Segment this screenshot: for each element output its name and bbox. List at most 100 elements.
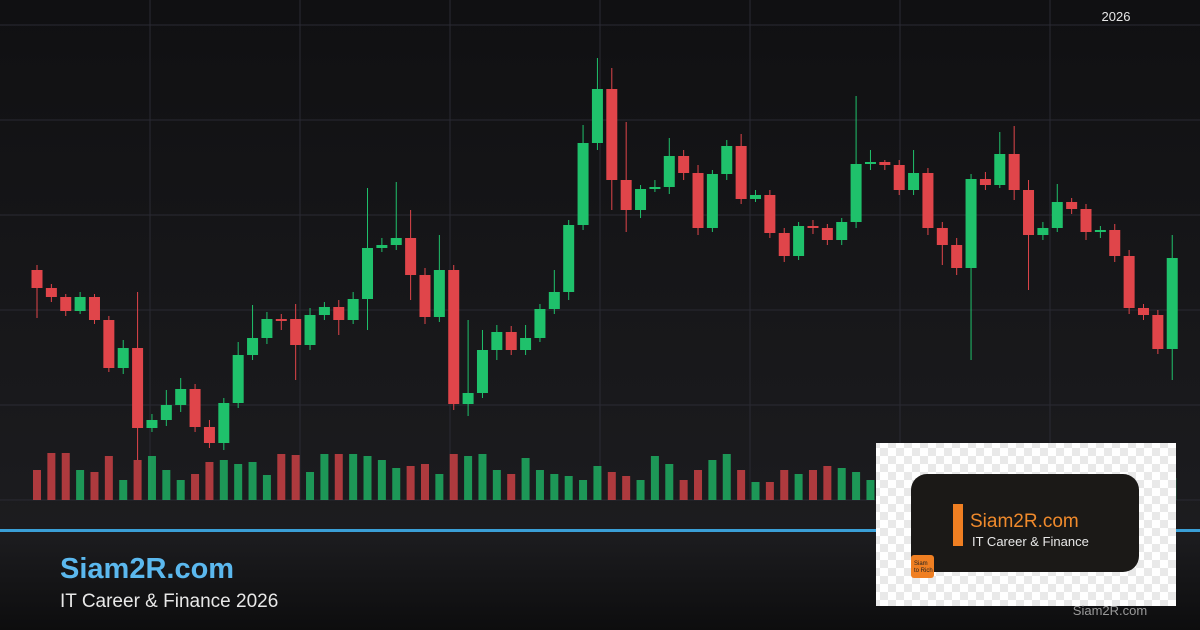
divider	[0, 529, 1200, 532]
candle-body	[1080, 209, 1092, 232]
volume-bar	[607, 472, 616, 500]
volume-bar	[708, 460, 717, 500]
badge-text: Siam	[914, 561, 928, 567]
candle-body	[1051, 202, 1063, 228]
period-label: 2026	[1102, 9, 1131, 24]
candle-body	[333, 307, 345, 320]
candle-body	[60, 297, 72, 311]
volume-bar	[852, 472, 861, 500]
candle-body	[635, 189, 647, 210]
candle-body	[520, 338, 532, 350]
volume-bar	[665, 464, 674, 500]
volume-bar	[636, 480, 645, 500]
candle-body	[1109, 230, 1121, 256]
volume-bar	[104, 456, 113, 500]
volume-bar	[61, 453, 70, 500]
candle-body	[965, 179, 977, 268]
candle-body	[31, 270, 43, 288]
candle-body	[836, 222, 848, 240]
candle-body	[778, 233, 790, 256]
volume-bar	[694, 470, 703, 500]
logo-title: Siam2R.com	[970, 511, 1079, 532]
candle-body	[419, 275, 431, 317]
candle-body	[376, 245, 388, 248]
volume-bar	[320, 454, 329, 500]
volume-bar	[478, 454, 487, 500]
volume-bar	[334, 454, 343, 500]
volume-bar	[564, 476, 573, 500]
candle-body	[88, 297, 100, 320]
candle-body	[45, 288, 57, 297]
candle-body	[74, 297, 86, 311]
candle-body	[893, 165, 905, 190]
volume-bar	[119, 480, 128, 500]
candle-body	[433, 270, 445, 317]
volume-bar	[33, 470, 41, 500]
candle-body	[1123, 256, 1135, 308]
candle-body	[491, 332, 503, 350]
candle-body	[750, 195, 761, 199]
candle-body	[189, 389, 201, 427]
volume-bar	[277, 454, 286, 500]
logo-subtitle: IT Career & Finance	[972, 534, 1089, 549]
candle-body	[390, 238, 402, 245]
candle-body	[534, 309, 546, 338]
candle-body	[290, 319, 302, 345]
volume-bar	[722, 454, 731, 500]
candle-body	[318, 307, 330, 315]
volume-bar	[306, 472, 315, 500]
candle-body	[850, 164, 862, 222]
volume-bar	[349, 454, 358, 500]
footer-subtitle: IT Career & Finance 2026	[60, 591, 278, 612]
candle-body	[908, 173, 920, 190]
candle-body	[706, 174, 718, 228]
candle-body	[793, 226, 805, 256]
candle-body	[563, 225, 575, 292]
candle-body	[548, 292, 560, 309]
volume-bar	[363, 456, 372, 500]
volume-bar	[449, 454, 458, 500]
volume-bar	[550, 474, 559, 500]
volume-bar	[90, 472, 99, 500]
candle-body	[261, 319, 273, 338]
candle-body	[218, 403, 230, 443]
volume-bar	[133, 460, 142, 500]
volume-bar	[147, 456, 156, 500]
volume-bar	[593, 466, 602, 500]
volume-bar	[219, 460, 228, 500]
volume-bar	[866, 480, 875, 500]
candle-body	[103, 320, 115, 368]
volume-bar	[780, 470, 789, 500]
candle-body	[922, 173, 934, 228]
candle-body	[1037, 228, 1049, 235]
logo-accent	[953, 504, 963, 546]
volume-bar	[248, 462, 257, 500]
candle-body	[994, 154, 1006, 185]
volume-bar	[579, 480, 588, 500]
candle-body	[1008, 154, 1020, 190]
volume-bar	[679, 480, 688, 500]
candle-body	[606, 89, 618, 180]
volume-bar	[47, 453, 56, 500]
candle-body	[1066, 202, 1078, 209]
candle-body	[1166, 258, 1178, 349]
candle-body	[764, 195, 776, 233]
volume-bar	[464, 456, 473, 500]
volume-bar	[823, 466, 832, 500]
candle-body	[132, 348, 144, 428]
candle-body	[448, 270, 460, 404]
candle-body	[405, 238, 417, 275]
volume-bar	[837, 468, 846, 500]
logo-overlay: Siam2R.com IT Career & Finance Siam to R…	[876, 443, 1176, 606]
candle-body	[1137, 308, 1149, 315]
volume-bar	[291, 455, 300, 500]
logo-card	[911, 474, 1139, 572]
candle-body	[620, 180, 632, 210]
volume-bar	[808, 470, 817, 500]
watermark: Siam2R.com	[1073, 603, 1147, 618]
candle-body	[979, 179, 991, 185]
candle-body	[735, 146, 747, 199]
volume-bar	[392, 468, 401, 500]
candle-body	[117, 348, 129, 368]
